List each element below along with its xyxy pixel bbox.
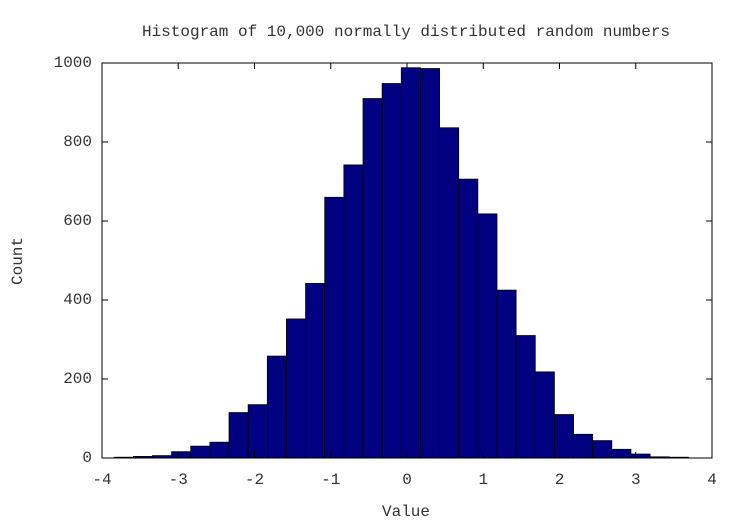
bar (247, 404, 268, 459)
bar (400, 67, 421, 459)
bar (611, 448, 632, 459)
y-tick-label: 1000 (54, 54, 92, 72)
bar (305, 283, 326, 459)
bar (362, 98, 383, 459)
y-tick-label: 400 (63, 291, 92, 309)
x-tick-label: 3 (631, 471, 641, 489)
bar (286, 318, 306, 459)
bar (515, 335, 536, 459)
x-tick-label: -1 (321, 471, 340, 489)
bar (458, 178, 479, 459)
bar (343, 164, 364, 459)
bar (573, 433, 594, 459)
bar (324, 196, 345, 459)
x-tick-label: -2 (245, 471, 264, 489)
x-tick-label: -4 (92, 471, 111, 489)
bar (190, 445, 211, 459)
bar (266, 355, 287, 459)
bar (630, 453, 651, 459)
x-tick-label: 0 (402, 471, 412, 489)
y-tick-label: 800 (63, 133, 92, 151)
bar (496, 289, 517, 459)
y-axis-label: Count (9, 237, 27, 285)
bar (209, 441, 230, 459)
bar (381, 83, 402, 459)
x-tick-label: -3 (169, 471, 188, 489)
bar (534, 371, 555, 459)
bar (228, 412, 249, 459)
x-tick-label: 2 (555, 471, 565, 489)
x-axis-label: Value (382, 503, 430, 521)
bar (420, 68, 440, 459)
bar (439, 127, 460, 459)
bar (553, 414, 574, 459)
bar (592, 440, 613, 459)
x-tick-label: 1 (478, 471, 488, 489)
bar (477, 213, 498, 459)
y-tick-label: 600 (63, 212, 92, 230)
bar (171, 451, 192, 459)
chart-title: Histogram of 10,000 normally distributed… (142, 23, 670, 41)
y-tick-label: 0 (82, 449, 92, 467)
y-tick-label: 200 (63, 370, 92, 388)
x-tick-label: 4 (707, 471, 717, 489)
